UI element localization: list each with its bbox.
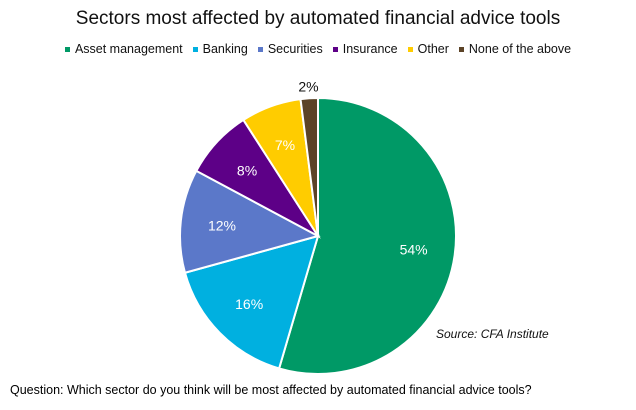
legend-swatch (407, 46, 413, 52)
chart-title: Sectors most affected by automated finan… (75, 8, 561, 29)
legend-item-none-of-the-above: None of the above (458, 42, 572, 56)
legend-label: Insurance (342, 42, 398, 56)
legend-label: Securities (267, 42, 323, 56)
legend-label: None of the above (468, 42, 572, 56)
legend-swatch (458, 46, 464, 52)
legend-label: Banking (202, 42, 248, 56)
data-label-other: 7% (275, 137, 295, 153)
legend: Asset management Banking Securities Insuran… (0, 42, 636, 56)
legend-swatch (257, 46, 263, 52)
pie-slice-banking (183, 234, 320, 370)
legend-label: Other (417, 42, 449, 56)
source-note: Source: CFA Institute (436, 327, 549, 341)
data-label-securities: 12% (208, 217, 236, 233)
data-label-none-of-the-above: 2% (298, 78, 318, 94)
legend-item-banking: Banking (192, 42, 248, 56)
data-label-insurance: 8% (237, 162, 257, 178)
pie-slice-securities (179, 169, 321, 275)
legend-item-insurance: Insurance (332, 42, 398, 56)
question-text: Question: Which sector do you think will… (10, 383, 532, 397)
legend-item-other: Other (407, 42, 449, 56)
legend-swatch (192, 46, 198, 52)
pie-slice-none-of-the-above (299, 96, 319, 237)
legend-item-asset-management: Asset management (64, 42, 183, 56)
legend-item-securities: Securities (257, 42, 323, 56)
legend-swatch (332, 46, 338, 52)
legend-swatch (64, 46, 70, 52)
pie-slice-asset-management (277, 96, 457, 375)
legend-label: Asset management (74, 42, 183, 56)
data-label-banking: 16% (235, 296, 263, 312)
data-label-asset-management: 54% (400, 242, 428, 258)
